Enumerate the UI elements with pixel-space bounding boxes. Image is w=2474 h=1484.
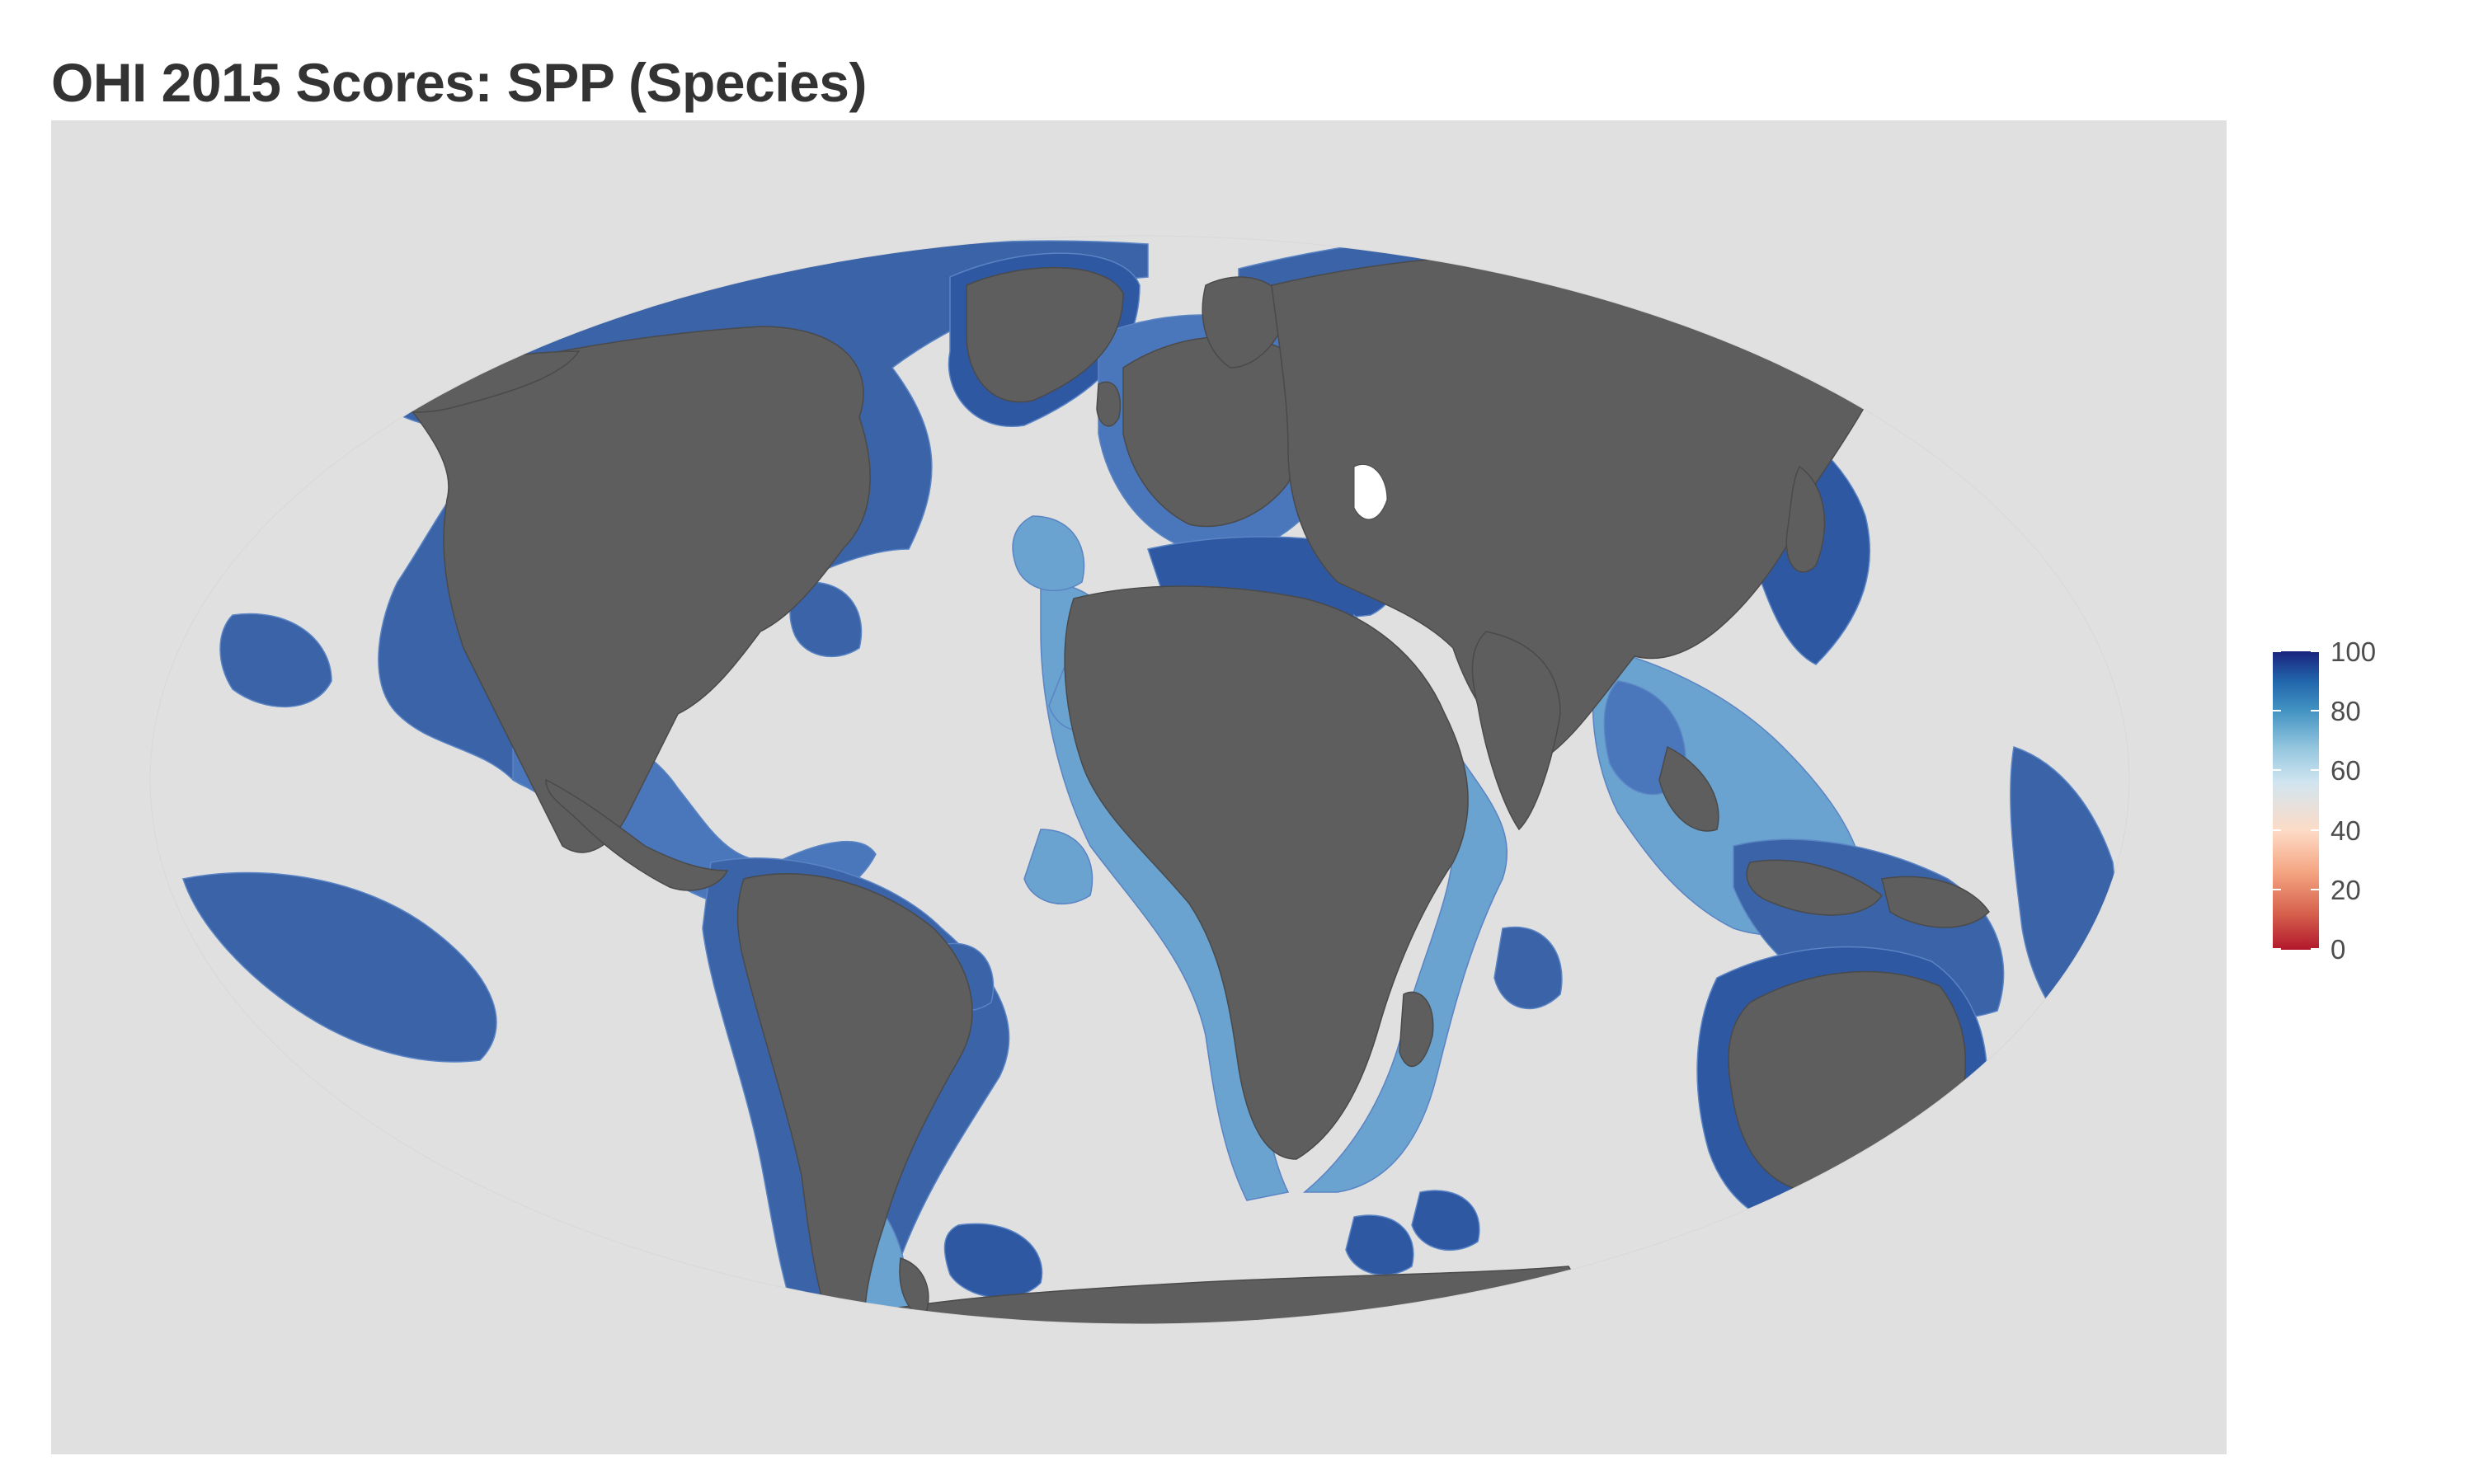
legend-label-20: 20 — [2331, 875, 2361, 905]
legend-label-60: 60 — [2331, 755, 2361, 786]
legend-label-100: 100 — [2331, 636, 2377, 667]
map-title: OHI 2015 Scores: SPP (Species) — [51, 52, 867, 113]
world-map — [149, 235, 2130, 1325]
legend-color-bar — [2273, 651, 2319, 950]
legend-label-0: 0 — [2331, 934, 2346, 965]
legend-label-80: 80 — [2331, 696, 2361, 726]
globe-outline — [149, 235, 2130, 1325]
legend-label-40: 40 — [2331, 815, 2361, 846]
map-panel — [51, 120, 2227, 1454]
land-masses — [363, 251, 2091, 1324]
caspian-sea — [1353, 464, 1388, 520]
color-legend: 100 80 60 40 20 0 — [2273, 638, 2438, 965]
